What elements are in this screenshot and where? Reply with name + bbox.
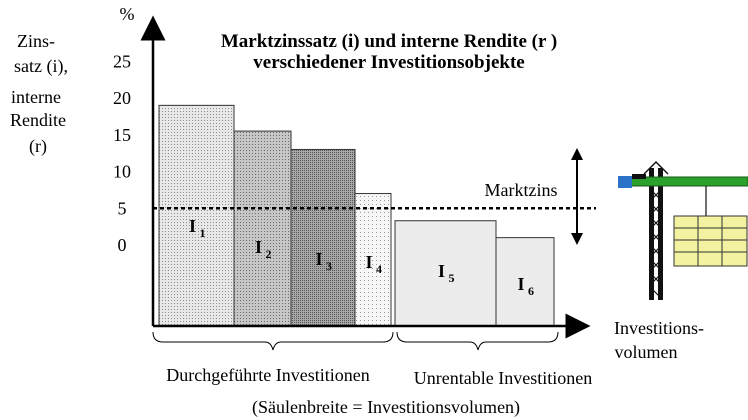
axes-layer xyxy=(140,15,596,339)
y-unit: % xyxy=(120,4,135,24)
y-label-line-2: satz (i), xyxy=(14,56,68,77)
bars-layer xyxy=(158,104,555,327)
chart-title: Marktzinssatz (i) und interne Rendite (r… xyxy=(221,31,557,52)
bar-1 xyxy=(158,104,235,327)
bar-5 xyxy=(394,220,497,327)
y-tick-label-15: 15 xyxy=(113,125,131,145)
x-label-line-2: volumen xyxy=(615,342,678,362)
bar-label-5: I xyxy=(438,261,445,281)
bar-label-sub-5: 5 xyxy=(449,271,455,285)
bar-6 xyxy=(495,237,555,327)
group-brace-rejected xyxy=(396,331,559,351)
chart-subtitle: verschiedener Investitionsobjekte xyxy=(253,52,524,73)
y-label-line-5: (r) xyxy=(29,136,47,157)
bar-label-6: I xyxy=(517,274,524,294)
chart-note: (Säulenbreite = Investitionsvolumen) xyxy=(252,397,520,418)
y-tick-label-10: 10 xyxy=(113,162,131,182)
y-label-line-4: Rendite xyxy=(10,110,66,130)
x-label-line-1: Investitions- xyxy=(614,318,704,338)
bar-label-sub-1: 1 xyxy=(200,226,206,240)
construction-crane-icon xyxy=(618,161,748,300)
y-tick-label-5: 5 xyxy=(118,198,127,218)
group-label-done: Durchgeführte Investitionen xyxy=(166,365,369,385)
bar-label-1: I xyxy=(189,216,196,236)
y-label-line-1: Zins- xyxy=(17,31,55,51)
group-brace-done xyxy=(152,331,394,351)
bar-4 xyxy=(354,193,392,327)
y-tick-label-0: 0 xyxy=(118,235,127,255)
bar-labels-layer: I 1I 2 I 3 I 4 I 5 I 6 xyxy=(189,216,534,298)
bar-2 xyxy=(233,130,292,327)
bar-label-sub-3: 3 xyxy=(326,259,332,273)
range-arrow-up-head xyxy=(571,148,583,160)
bar-label-3: I xyxy=(315,249,322,269)
bar-label-sub-2: 2 xyxy=(266,247,272,261)
y-label-line-3: interne xyxy=(11,87,61,107)
bar-3 xyxy=(290,148,356,327)
reference-line-label: Marktzins xyxy=(485,180,558,200)
bar-label-sub-6: 6 xyxy=(528,284,534,298)
bar-label-2: I xyxy=(255,237,262,257)
y-ticks-layer: 0 5 10 15 20 25 xyxy=(113,51,131,255)
y-tick-label-25: 25 xyxy=(113,51,131,71)
range-arrow-down-head xyxy=(571,233,583,245)
bar-label-sub-4: 4 xyxy=(376,262,382,276)
group-label-rejected: Unrentable Investitionen xyxy=(414,368,592,388)
bar-label-4: I xyxy=(365,252,372,272)
y-tick-label-20: 20 xyxy=(113,88,131,108)
